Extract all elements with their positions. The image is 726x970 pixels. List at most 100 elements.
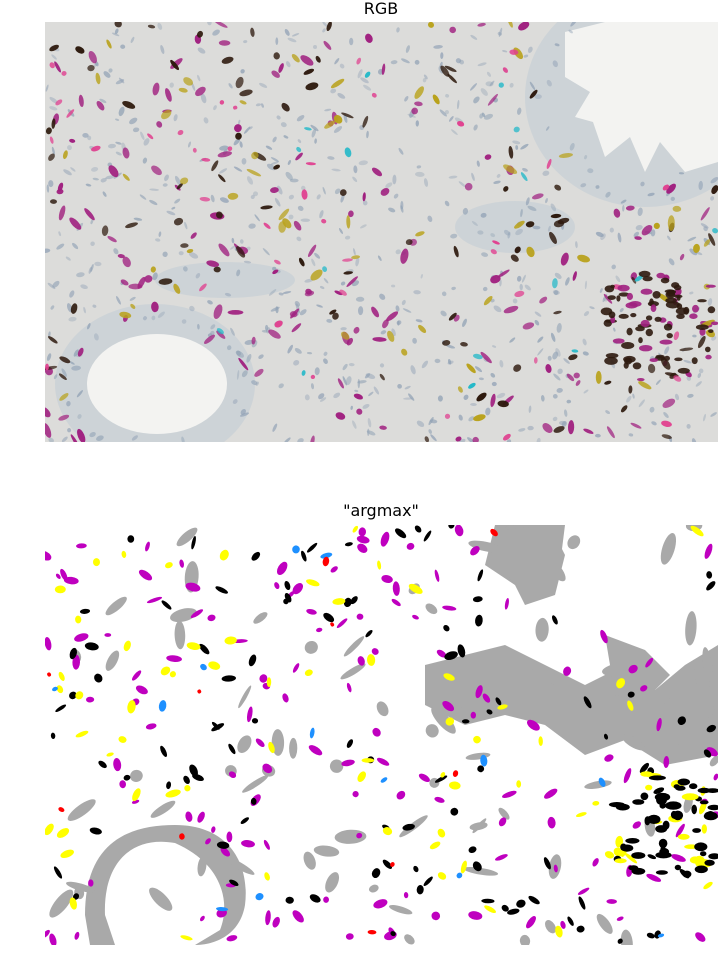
stained-cell: [518, 22, 530, 31]
stained-cell: [387, 330, 395, 342]
stained-cell: [55, 99, 63, 106]
segmented-cell: [69, 691, 77, 700]
nucleus: [66, 401, 71, 407]
stained-cell: [128, 283, 143, 290]
segmented-cell: [704, 811, 713, 819]
segmented-cell: [448, 525, 455, 529]
segmented-cell: [412, 614, 419, 620]
nucleus: [224, 292, 232, 297]
nucleus: [272, 136, 277, 143]
nucleus: [534, 311, 542, 317]
nucleus: [76, 390, 83, 398]
stained-cell: [695, 324, 709, 331]
segmented-cell: [226, 935, 238, 942]
nucleus: [92, 304, 97, 308]
segmented-cell: [49, 933, 57, 945]
segmented-cell: [454, 525, 464, 537]
stained-cell: [432, 94, 440, 105]
segmented-cell: [306, 542, 318, 553]
nucleus: [162, 251, 168, 257]
segmented-cell: [285, 896, 294, 904]
nucleus: [94, 261, 102, 267]
nucleus: [219, 168, 228, 174]
stained-cell: [204, 334, 215, 344]
stained-cell: [666, 333, 673, 339]
stained-cell: [628, 385, 633, 394]
stained-cell: [418, 324, 427, 333]
segmented-cell: [694, 865, 708, 874]
segmented-cell: [431, 911, 441, 921]
nucleus: [416, 420, 425, 428]
segmented-cell: [576, 925, 585, 933]
nucleus: [664, 346, 670, 355]
stained-cell: [705, 284, 716, 288]
nucleus: [649, 406, 655, 413]
nucleus: [89, 432, 96, 438]
nucleus: [492, 345, 497, 348]
segmented-cell: [695, 932, 706, 942]
nucleus: [445, 344, 456, 349]
nucleus: [536, 437, 541, 442]
segmented-cell: [292, 910, 304, 923]
segmented-cell: [382, 859, 393, 869]
nucleus: [174, 198, 181, 204]
nucleus: [437, 395, 443, 402]
nucleus: [203, 117, 209, 124]
stained-cell: [510, 254, 519, 262]
epithelium-patch: [620, 929, 633, 945]
nucleus: [108, 68, 113, 73]
segmented-cell: [284, 592, 292, 603]
nucleus: [139, 194, 147, 200]
stained-cell: [583, 428, 594, 434]
nucleus: [71, 365, 81, 371]
nucleus: [152, 272, 158, 281]
stained-cell: [310, 269, 323, 281]
nucleus: [529, 81, 536, 91]
stained-cell: [613, 208, 621, 218]
nucleus: [327, 156, 335, 160]
epithelium-patch: [271, 729, 285, 756]
nucleus: [363, 84, 372, 91]
segmented-cell: [145, 723, 157, 730]
segmented-cell: [704, 859, 715, 866]
segmented-cell: [169, 671, 176, 678]
stained-cell: [364, 71, 371, 78]
nucleus: [207, 300, 213, 305]
nucleus: [232, 399, 238, 405]
nucleus: [287, 160, 292, 165]
nucleus: [373, 386, 380, 395]
nucleus: [523, 54, 529, 58]
nucleus: [265, 145, 273, 150]
stained-cell: [343, 271, 353, 275]
stained-cell: [711, 321, 718, 326]
nucleus: [485, 407, 491, 416]
segmented-cell: [423, 530, 432, 542]
stained-cell: [195, 86, 206, 97]
stained-cell: [453, 245, 459, 258]
nucleus: [322, 28, 326, 33]
stained-cell: [263, 222, 271, 229]
stained-cell: [274, 320, 283, 328]
stained-cell: [652, 291, 661, 299]
nucleus: [569, 142, 575, 151]
nucleus: [518, 428, 526, 432]
nucleus: [638, 399, 645, 408]
stained-cell: [161, 109, 172, 120]
stained-cell: [348, 210, 354, 218]
stained-cell: [147, 24, 156, 29]
segmented-cell: [189, 764, 198, 777]
nucleus: [584, 155, 588, 160]
stained-cell: [632, 362, 642, 370]
nucleus: [272, 423, 278, 432]
stained-cell: [509, 49, 519, 55]
stained-cell: [156, 121, 163, 128]
segmented-cell: [229, 879, 239, 887]
nucleus: [711, 336, 717, 341]
nucleus: [291, 33, 300, 37]
nucleus: [173, 114, 178, 122]
stained-cell: [472, 436, 479, 442]
stained-cell: [444, 65, 457, 73]
segmented-cell: [497, 704, 508, 710]
segmented-cell: [352, 525, 359, 533]
stained-cell: [447, 74, 457, 84]
